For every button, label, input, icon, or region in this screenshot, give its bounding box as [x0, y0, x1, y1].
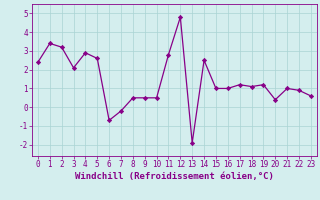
X-axis label: Windchill (Refroidissement éolien,°C): Windchill (Refroidissement éolien,°C) [75, 172, 274, 181]
